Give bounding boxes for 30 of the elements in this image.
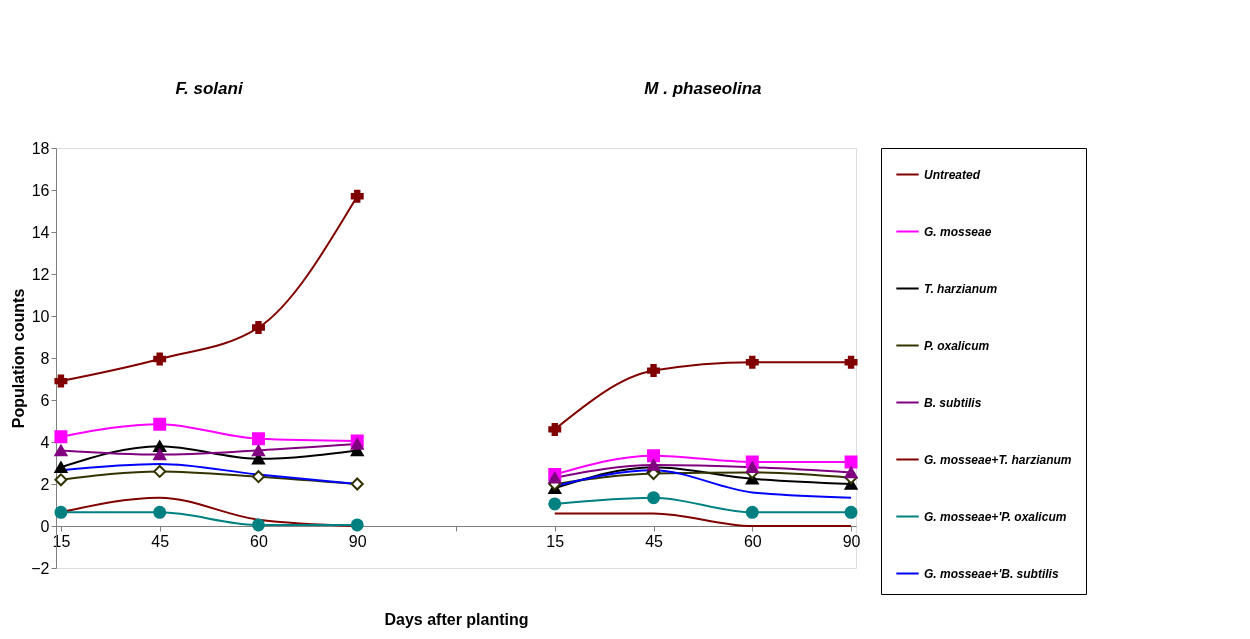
legend-label: G. mosseae+'B. subtilis [924, 566, 1059, 581]
x-tick-label: 60 [250, 532, 268, 550]
y-tick-label: 2 [40, 475, 50, 493]
legend-label: G. mosseae [924, 224, 992, 239]
x-tick-label: 45 [645, 532, 664, 550]
x-tick-label: 90 [842, 532, 861, 550]
y-tick-label: 12 [31, 265, 50, 283]
legend-label: G. mosseae+T. harzianum [924, 452, 1072, 467]
y-tick-label: 18 [31, 139, 50, 157]
x-tick-label: 45 [151, 532, 170, 550]
text: F. solani [175, 79, 244, 98]
y-axis-title: Population counts [10, 288, 28, 429]
legend-label: P. oxalicum [924, 338, 990, 353]
y-tick-label: 4 [40, 433, 50, 451]
y-tick-label: 14 [31, 223, 50, 241]
y-tick-label: 0 [40, 517, 50, 535]
x-axis-title: Days after planting [384, 610, 529, 628]
y-tick-label: −2 [31, 559, 50, 577]
y-tick-label: 6 [40, 391, 50, 409]
x-tick-label: 60 [743, 532, 762, 550]
y-tick-label: 10 [31, 307, 50, 325]
x-tick-label: 15 [546, 532, 565, 550]
legend-label: B. subtilis [924, 395, 982, 410]
legend-label: G. mosseae+'P. oxalicum [924, 509, 1067, 524]
legend-label: Untreated [924, 167, 981, 182]
x-tick-label: 90 [348, 532, 367, 550]
y-tick-label: 8 [40, 349, 50, 367]
text: M . phaseolina [644, 79, 762, 98]
legend-label: T. harzianum [924, 281, 998, 296]
y-tick-label: 16 [31, 181, 50, 199]
